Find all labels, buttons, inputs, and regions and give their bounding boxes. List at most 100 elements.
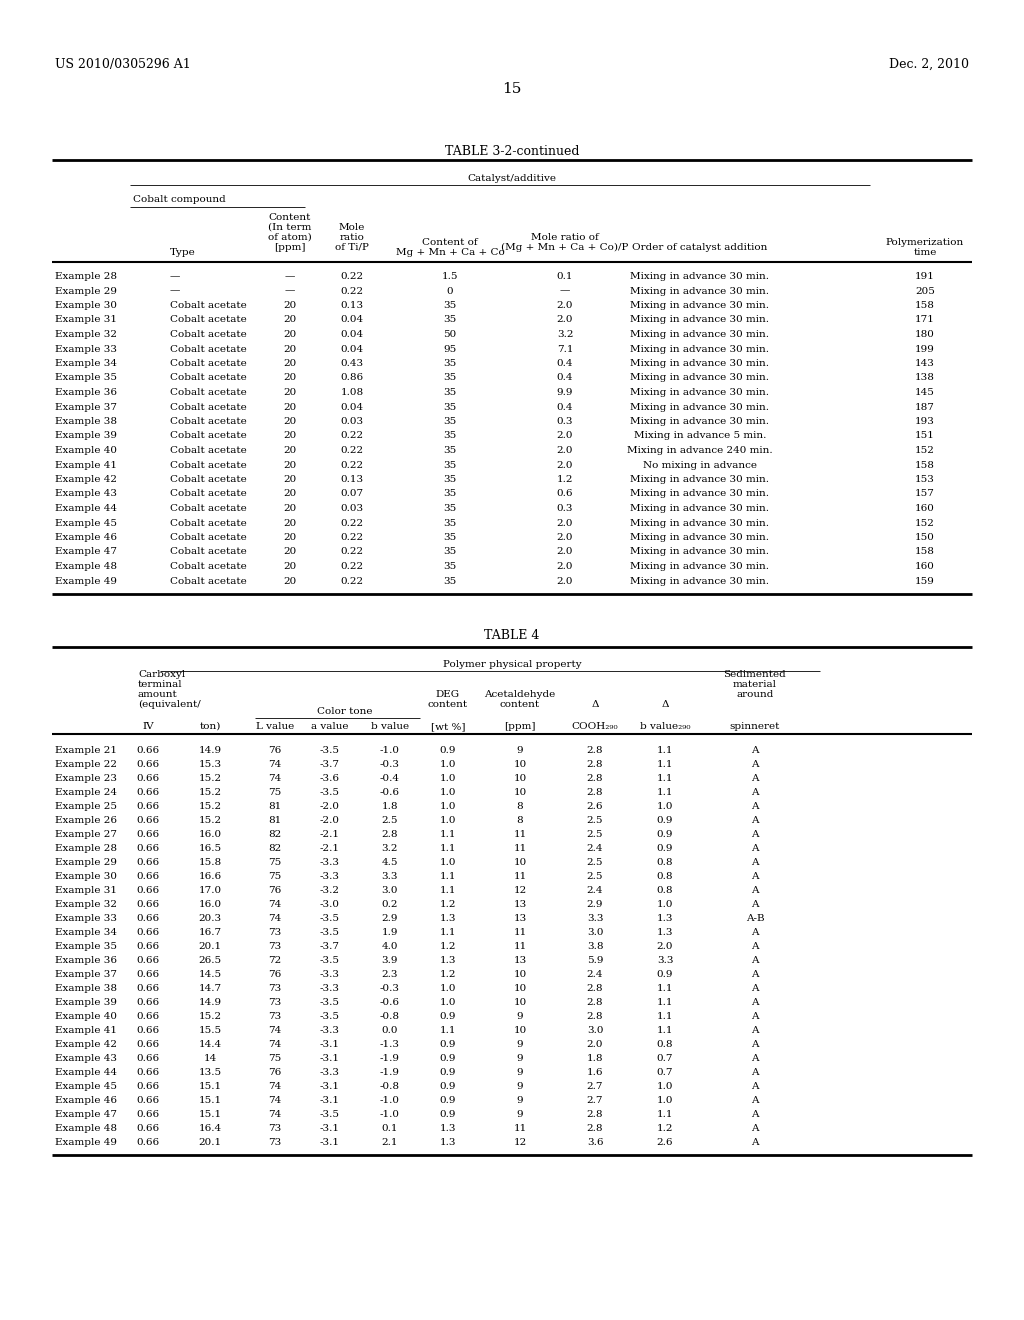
Text: 9: 9 bbox=[517, 1012, 523, 1020]
Text: 15.2: 15.2 bbox=[199, 803, 221, 810]
Text: 0.4: 0.4 bbox=[557, 403, 573, 412]
Text: 0.9: 0.9 bbox=[439, 1096, 457, 1105]
Text: 20.1: 20.1 bbox=[199, 942, 221, 950]
Text: Cobalt acetate: Cobalt acetate bbox=[170, 504, 247, 513]
Text: Example 24: Example 24 bbox=[55, 788, 117, 797]
Text: TABLE 4: TABLE 4 bbox=[484, 630, 540, 642]
Text: Example 46: Example 46 bbox=[55, 533, 117, 543]
Text: 15.2: 15.2 bbox=[199, 816, 221, 825]
Text: 2.8: 2.8 bbox=[587, 774, 603, 783]
Text: 199: 199 bbox=[915, 345, 935, 354]
Text: 1.0: 1.0 bbox=[439, 803, 457, 810]
Text: A: A bbox=[752, 928, 759, 937]
Text: 20.1: 20.1 bbox=[199, 1138, 221, 1147]
Text: Δ: Δ bbox=[662, 700, 669, 709]
Text: 2.7: 2.7 bbox=[587, 1096, 603, 1105]
Text: Example 29: Example 29 bbox=[55, 286, 117, 296]
Text: 0.66: 0.66 bbox=[136, 858, 160, 867]
Text: 73: 73 bbox=[268, 1012, 282, 1020]
Text: 2.0: 2.0 bbox=[557, 577, 573, 586]
Text: Example 42: Example 42 bbox=[55, 1040, 117, 1049]
Text: 0.4: 0.4 bbox=[557, 359, 573, 368]
Text: 0.66: 0.66 bbox=[136, 788, 160, 797]
Text: 0.9: 0.9 bbox=[439, 1040, 457, 1049]
Text: 1.1: 1.1 bbox=[439, 928, 457, 937]
Text: Example 27: Example 27 bbox=[55, 830, 117, 840]
Text: 1.8: 1.8 bbox=[382, 803, 398, 810]
Text: 1.0: 1.0 bbox=[656, 1096, 673, 1105]
Text: 2.5: 2.5 bbox=[382, 816, 398, 825]
Text: -3.3: -3.3 bbox=[319, 858, 340, 867]
Text: 0.66: 0.66 bbox=[136, 746, 160, 755]
Text: 81: 81 bbox=[268, 816, 282, 825]
Text: Mixing in advance 30 min.: Mixing in advance 30 min. bbox=[631, 533, 769, 543]
Text: 73: 73 bbox=[268, 1125, 282, 1133]
Text: 3.2: 3.2 bbox=[382, 843, 398, 853]
Text: 20: 20 bbox=[284, 461, 297, 470]
Text: Mixing in advance 30 min.: Mixing in advance 30 min. bbox=[631, 562, 769, 572]
Text: 150: 150 bbox=[915, 533, 935, 543]
Text: 81: 81 bbox=[268, 803, 282, 810]
Text: 1.1: 1.1 bbox=[656, 788, 673, 797]
Text: 75: 75 bbox=[268, 1053, 282, 1063]
Text: -3.3: -3.3 bbox=[319, 983, 340, 993]
Text: No mixing in advance: No mixing in advance bbox=[643, 461, 757, 470]
Text: 0: 0 bbox=[446, 286, 454, 296]
Text: 74: 74 bbox=[268, 900, 282, 909]
Text: 15.8: 15.8 bbox=[199, 858, 221, 867]
Text: 16.4: 16.4 bbox=[199, 1125, 221, 1133]
Text: Cobalt acetate: Cobalt acetate bbox=[170, 374, 247, 383]
Text: 74: 74 bbox=[268, 760, 282, 770]
Text: Example 39: Example 39 bbox=[55, 432, 117, 441]
Text: 35: 35 bbox=[443, 519, 457, 528]
Text: A-B: A-B bbox=[745, 913, 764, 923]
Text: Cobalt acetate: Cobalt acetate bbox=[170, 577, 247, 586]
Text: 0.22: 0.22 bbox=[340, 519, 364, 528]
Text: Cobalt acetate: Cobalt acetate bbox=[170, 432, 247, 441]
Text: 159: 159 bbox=[915, 577, 935, 586]
Text: 3.0: 3.0 bbox=[587, 928, 603, 937]
Text: 1.2: 1.2 bbox=[557, 475, 573, 484]
Text: 20: 20 bbox=[284, 388, 297, 397]
Text: -3.3: -3.3 bbox=[319, 1026, 340, 1035]
Text: 2.8: 2.8 bbox=[587, 1110, 603, 1119]
Text: 1.1: 1.1 bbox=[656, 1026, 673, 1035]
Text: 11: 11 bbox=[513, 843, 526, 853]
Text: 1.1: 1.1 bbox=[439, 886, 457, 895]
Text: 12: 12 bbox=[513, 886, 526, 895]
Text: 16.0: 16.0 bbox=[199, 900, 221, 909]
Text: Example 38: Example 38 bbox=[55, 417, 117, 426]
Text: 0.9: 0.9 bbox=[439, 1110, 457, 1119]
Text: A: A bbox=[752, 803, 759, 810]
Text: Order of catalyst addition: Order of catalyst addition bbox=[632, 243, 768, 252]
Text: Acetaldehyde: Acetaldehyde bbox=[484, 690, 556, 700]
Text: 10: 10 bbox=[513, 788, 526, 797]
Text: 0.8: 0.8 bbox=[656, 858, 673, 867]
Text: 2.8: 2.8 bbox=[587, 788, 603, 797]
Text: 11: 11 bbox=[513, 942, 526, 950]
Text: -3.3: -3.3 bbox=[319, 1068, 340, 1077]
Text: -0.8: -0.8 bbox=[380, 1012, 400, 1020]
Text: 0.03: 0.03 bbox=[340, 504, 364, 513]
Text: Content of: Content of bbox=[422, 238, 478, 247]
Text: 2.5: 2.5 bbox=[587, 873, 603, 880]
Text: 35: 35 bbox=[443, 577, 457, 586]
Text: Example 22: Example 22 bbox=[55, 760, 117, 770]
Text: 20: 20 bbox=[284, 446, 297, 455]
Text: Type: Type bbox=[170, 248, 196, 257]
Text: 0.9: 0.9 bbox=[439, 1053, 457, 1063]
Text: A: A bbox=[752, 873, 759, 880]
Text: (Mg + Mn + Ca + Co)/P: (Mg + Mn + Ca + Co)/P bbox=[502, 243, 629, 252]
Text: content: content bbox=[500, 700, 540, 709]
Text: 82: 82 bbox=[268, 843, 282, 853]
Text: 20: 20 bbox=[284, 562, 297, 572]
Text: 171: 171 bbox=[915, 315, 935, 325]
Text: 0.8: 0.8 bbox=[656, 886, 673, 895]
Text: Mixing in advance 30 min.: Mixing in advance 30 min. bbox=[631, 403, 769, 412]
Text: DEG: DEG bbox=[436, 690, 460, 700]
Text: amount: amount bbox=[138, 690, 178, 700]
Text: 0.04: 0.04 bbox=[340, 315, 364, 325]
Text: Example 37: Example 37 bbox=[55, 970, 117, 979]
Text: 3.8: 3.8 bbox=[587, 942, 603, 950]
Text: 2.4: 2.4 bbox=[587, 843, 603, 853]
